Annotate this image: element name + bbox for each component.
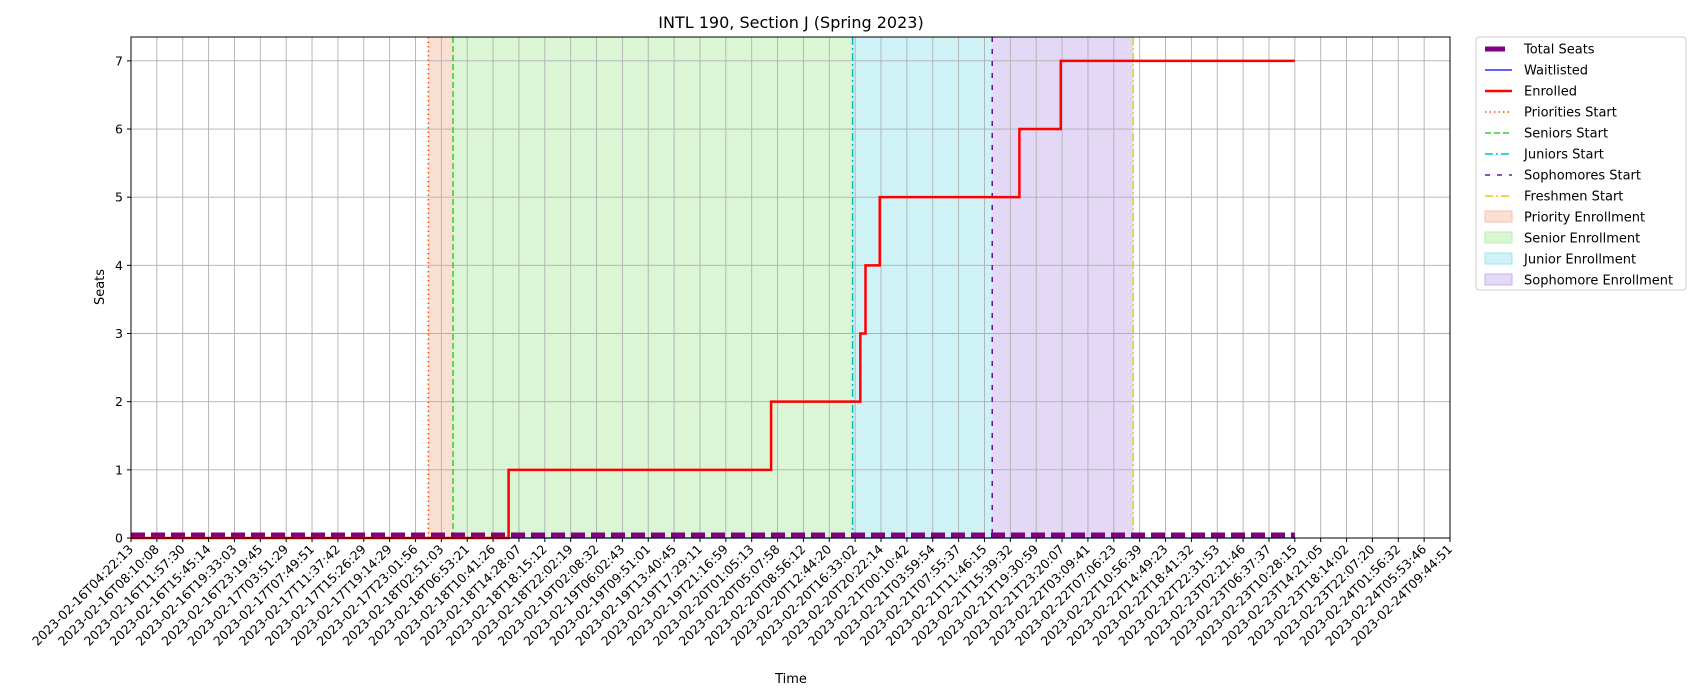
legend-swatch-priority-enrollment: [1484, 210, 1513, 223]
legend-box: [1475, 36, 1687, 291]
y-tick-label: 0: [115, 531, 123, 546]
span-sophomore-enrollment: [992, 37, 1134, 538]
plot-frame: [130, 36, 1451, 539]
x-axis-label: Time: [774, 672, 807, 687]
legend-label: Sophomores Start: [1524, 169, 1641, 184]
y-tick-label: 7: [115, 53, 123, 68]
span-priority-enrollment: [428, 37, 453, 538]
y-tick-label: 5: [115, 190, 123, 205]
chart-title: INTL 190, Section J (Spring 2023): [658, 13, 923, 32]
legend-swatch-senior-enrollment: [1484, 231, 1513, 244]
legend-label: Freshmen Start: [1524, 190, 1623, 205]
legend-label: Priority Enrollment: [1524, 211, 1645, 226]
span-junior-enrollment: [852, 37, 993, 538]
plot-area: [130, 36, 1451, 540]
legend-label: Junior Enrollment: [1523, 253, 1636, 268]
legend-label: Waitlisted: [1524, 64, 1588, 79]
series-enrolled: [131, 59, 1295, 540]
x-axis: 2023-02-16T04:22:132023-02-16T08:10:0820…: [29, 538, 1455, 649]
y-axis-label: Seats: [93, 269, 108, 305]
legend: Total Seats Waitlisted Enrolled Priorities …: [1475, 36, 1687, 291]
y-tick-label: 4: [115, 258, 123, 273]
y-tick-label: 6: [115, 122, 123, 137]
legend-swatch-junior-enrollment: [1484, 252, 1513, 265]
y-axis: 0 1 2 3 4 5 6 7: [115, 53, 131, 546]
legend-label: Priorities Start: [1524, 106, 1617, 121]
y-tick-label: 3: [115, 326, 123, 341]
legend-label: Enrolled: [1524, 85, 1577, 100]
legend-label: Sophomore Enrollment: [1524, 274, 1673, 289]
legend-label: Seniors Start: [1524, 127, 1608, 142]
legend-label: Juniors Start: [1523, 148, 1604, 163]
span-senior-enrollment: [452, 37, 853, 538]
y-tick-label: 1: [115, 462, 123, 477]
legend-label: Total Seats: [1523, 43, 1595, 58]
y-tick-label: 2: [115, 394, 123, 409]
legend-label: Senior Enrollment: [1524, 232, 1640, 247]
legend-swatch-sophomore-enrollment: [1484, 273, 1513, 286]
